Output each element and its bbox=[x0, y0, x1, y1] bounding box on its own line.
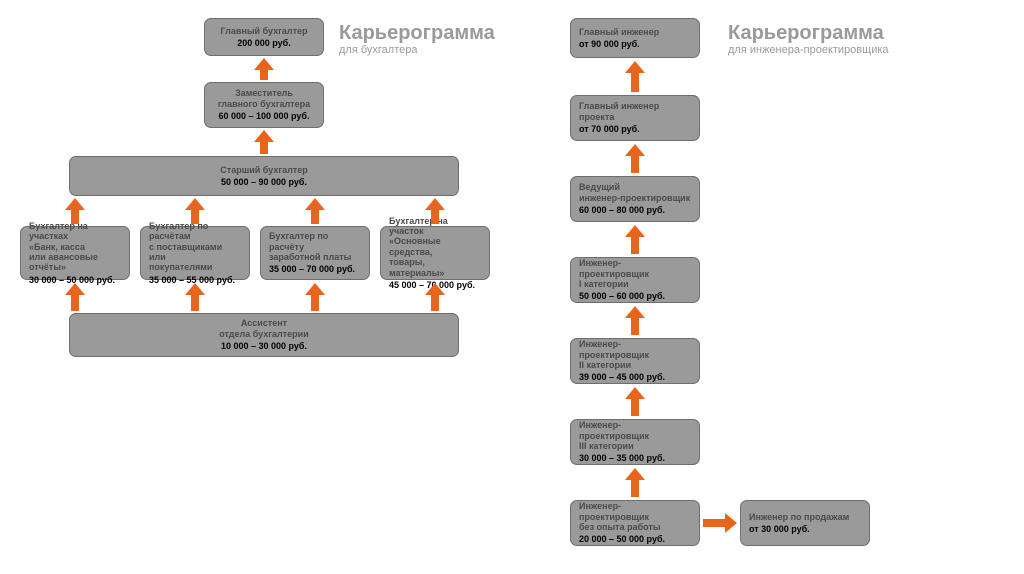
node-title: Главный инженер проекта bbox=[579, 101, 659, 122]
node-title: Главный инженер bbox=[579, 27, 659, 37]
node-salary: 50 000 – 60 000 руб. bbox=[579, 291, 665, 301]
node-title: Бухгалтер по расчёту заработной платы bbox=[269, 231, 361, 262]
node-salary: от 90 000 руб. bbox=[579, 39, 640, 49]
arrow-up-icon bbox=[305, 283, 325, 311]
career-node: Главный инженер от 90 000 руб. bbox=[570, 18, 700, 58]
node-title: Бухгалтер на участок «Основные средства,… bbox=[389, 216, 481, 278]
career-node: Главный инженер проекта от 70 000 руб. bbox=[570, 95, 700, 141]
arrow-up-icon bbox=[625, 61, 645, 92]
node-salary: 39 000 – 45 000 руб. bbox=[579, 372, 665, 382]
node-title: Старший бухгалтер bbox=[220, 165, 307, 175]
arrow-up-icon bbox=[185, 198, 205, 224]
career-node: Инженер-проектировщик I категории 50 000 … bbox=[570, 257, 700, 303]
node-title: Главный бухгалтер bbox=[220, 26, 307, 36]
arrow-up-icon bbox=[305, 198, 325, 224]
arrow-up-icon bbox=[625, 387, 645, 416]
arrow-up-icon bbox=[625, 225, 645, 254]
node-salary: от 30 000 руб. bbox=[749, 524, 810, 534]
career-node: Бухгалтер на участках «Банк, касса или а… bbox=[20, 226, 130, 280]
node-title: Инженер-проектировщик III категории bbox=[579, 420, 691, 451]
career-node: Бухгалтер по расчётам с поставщиками или… bbox=[140, 226, 250, 280]
node-salary: от 70 000 руб. bbox=[579, 124, 640, 134]
node-title: Бухгалтер по расчётам с поставщиками или… bbox=[149, 221, 241, 273]
career-node: Заместитель главного бухгалтера 60 000 – … bbox=[204, 82, 324, 128]
node-title: Инженер-проектировщик без опыта работы bbox=[579, 501, 691, 532]
arrow-up-icon bbox=[425, 198, 445, 224]
node-salary: 20 000 – 50 000 руб. bbox=[579, 534, 665, 544]
node-title: Ассистент отдела бухгалтерии bbox=[219, 318, 309, 339]
arrow-up-icon bbox=[625, 306, 645, 335]
left-heading: Карьерограмма bbox=[339, 22, 495, 45]
node-salary: 10 000 – 30 000 руб. bbox=[221, 341, 307, 351]
node-title: Инженер по продажам bbox=[749, 512, 849, 522]
node-title: Заместитель главного бухгалтера bbox=[218, 88, 310, 109]
arrow-right-icon bbox=[703, 513, 737, 533]
career-node: Инженер по продажам от 30 000 руб. bbox=[740, 500, 870, 546]
arrow-up-icon bbox=[425, 283, 445, 311]
career-node: Инженер-проектировщик III категории 30 00… bbox=[570, 419, 700, 465]
arrow-up-icon bbox=[185, 283, 205, 311]
node-salary: 35 000 – 70 000 руб. bbox=[269, 264, 355, 274]
arrow-up-icon bbox=[65, 198, 85, 224]
node-title: Ведущий инженер-проектировщик bbox=[579, 182, 690, 203]
arrow-up-icon bbox=[625, 144, 645, 173]
arrow-up-icon bbox=[625, 468, 645, 497]
arrow-up-icon bbox=[254, 130, 274, 154]
right-subheading: для инженера-проектировщика bbox=[728, 44, 889, 56]
career-node: Бухгалтер по расчёту заработной платы 35 … bbox=[260, 226, 370, 280]
node-salary: 200 000 руб. bbox=[237, 38, 290, 48]
node-title: Инженер-проектировщик II категории bbox=[579, 339, 691, 370]
career-node: Ведущий инженер-проектировщик 60 000 – 80… bbox=[570, 176, 700, 222]
node-title: Инженер-проектировщик I категории bbox=[579, 258, 691, 289]
node-salary: 50 000 – 90 000 руб. bbox=[221, 177, 307, 187]
node-salary: 60 000 – 100 000 руб. bbox=[218, 111, 309, 121]
node-salary: 60 000 – 80 000 руб. bbox=[579, 205, 665, 215]
career-node: Ассистент отдела бухгалтерии 10 000 – 30 … bbox=[69, 313, 459, 357]
career-node: Старший бухгалтер 50 000 – 90 000 руб. bbox=[69, 156, 459, 196]
career-node: Инженер-проектировщик без опыта работы 20… bbox=[570, 500, 700, 546]
career-node: Инженер-проектировщик II категории 39 000… bbox=[570, 338, 700, 384]
left-subheading: для бухгалтера bbox=[339, 44, 417, 56]
arrow-up-icon bbox=[254, 58, 274, 80]
career-node: Главный бухгалтер 200 000 руб. bbox=[204, 18, 324, 56]
career-node: Бухгалтер на участок «Основные средства,… bbox=[380, 226, 490, 280]
node-salary: 30 000 – 35 000 руб. bbox=[579, 453, 665, 463]
node-title: Бухгалтер на участках «Банк, касса или а… bbox=[29, 221, 121, 273]
right-heading: Карьерограмма bbox=[728, 22, 884, 45]
arrow-up-icon bbox=[65, 283, 85, 311]
